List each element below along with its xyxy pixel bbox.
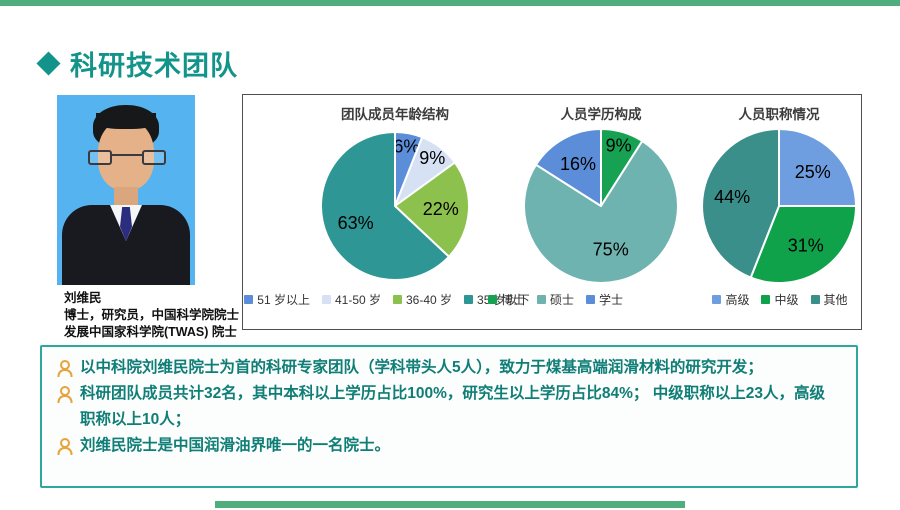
diamond-icon — [36, 50, 61, 76]
legend-item: 高级 — [712, 291, 749, 308]
pie-rank: 25% 31% 44% — [701, 128, 857, 284]
profile-title-line-1: 博士，研究员，中国科学院院士 — [64, 308, 240, 322]
bottom-accent-bar — [215, 501, 685, 508]
note-row: 科研团队成员共计32名，其中本科以上学历占比100%，研究生以上学历占比84%；… — [56, 381, 840, 433]
legend-label: 36-40 岁 — [406, 293, 453, 307]
page-title-row: 科研技术团队 — [36, 44, 238, 82]
pie-slice-label: 75% — [593, 240, 629, 260]
legend-swatch-icon — [536, 295, 546, 304]
pie-slice — [394, 161, 471, 258]
legend-label: 51 岁以上 — [257, 293, 310, 307]
person-tie — [120, 207, 132, 241]
legend-swatch-icon — [586, 295, 595, 304]
legend-label: 中级 — [774, 293, 799, 307]
charts-panel: 团队成员年龄结构 人员学历构成 人员职称情况 6% 9% 22% 63% 9% 75% 1… — [242, 94, 862, 330]
legend-item: 51 岁以上 — [244, 291, 310, 308]
legend-label: 其他 — [823, 293, 848, 307]
pie-slice-label: 6% — [393, 136, 419, 156]
legend-swatch-icon — [810, 295, 820, 304]
legend-label: 硕士 — [549, 293, 574, 307]
page-title: 科研技术团队 — [70, 50, 238, 81]
legend-rank: 高级 中级 其他 — [705, 291, 855, 308]
legend-education: 博士 硕士 学士 — [473, 291, 638, 308]
glasses-right-lens — [142, 150, 166, 165]
legend-swatch-icon — [487, 295, 497, 304]
pie-slice-label: 25% — [795, 162, 831, 182]
legend-item: 学士 — [586, 291, 623, 308]
legend-item: 硕士 — [536, 291, 574, 308]
pie-slice — [778, 128, 857, 207]
pie-slice — [320, 131, 450, 281]
person-bullet-icon — [56, 360, 73, 378]
pie-age: 6%9% 22% 63% — [320, 131, 471, 281]
legend-swatch-icon — [393, 295, 402, 304]
profile-text: 刘维民 博士，研究员，中国科学院院士 发展中国家科学院(TWAS) 院士 — [64, 290, 239, 341]
legend-swatch-icon — [244, 295, 254, 304]
pie-slice-label: 9% — [419, 148, 445, 168]
notes-box: 以中科院刘维民院士为首的科研专家团队（学科带头人5人），致力于煤基高端润滑材料的… — [40, 345, 858, 488]
glasses-bridge — [110, 154, 142, 156]
legend-item: 36-40 岁 — [393, 291, 452, 308]
legend-label: 学士 — [599, 293, 624, 307]
legend-item: 中级 — [761, 291, 799, 308]
profile-title-line-2: 发展中国家科学院(TWAS) 院士 — [64, 325, 237, 339]
pie-slice-label: 44% — [714, 187, 750, 207]
note-text: 以中科院刘维民院士为首的科研专家团队（学科带头人5人），致力于煤基高端润滑材料的… — [80, 359, 763, 376]
legend-label: 41-50 岁 — [334, 293, 381, 307]
pie-slice — [535, 128, 602, 207]
pie-slice-label: 22% — [423, 199, 459, 219]
chart-title-rank: 人员职称情况 — [738, 107, 820, 122]
pie-slice-label: 63% — [338, 213, 374, 233]
legend-item: 41-50 岁 — [321, 291, 381, 308]
legend-swatch-icon — [712, 295, 722, 304]
legend-swatch-icon — [464, 295, 474, 304]
person-neck — [114, 187, 138, 209]
note-text: 刘维民院士是中国润滑油界唯一的一名院士。 — [80, 437, 391, 454]
person-fringe — [96, 113, 156, 129]
legend-label: 高级 — [725, 293, 750, 307]
legend-label: 博士 — [500, 293, 525, 307]
chart-title-education: 人员学历构成 — [560, 107, 642, 122]
pie-education: 9% 75% 16% — [522, 128, 679, 284]
pies-svg: 6%9%22%63% 9%75%16% 25%31%44% — [320, 128, 857, 284]
profile-name: 刘维民 — [64, 291, 102, 305]
legend-swatch-icon — [761, 295, 771, 304]
note-row: 刘维民院士是中国润滑油界唯一的一名院士。 — [56, 433, 840, 459]
person-bullet-icon — [56, 386, 73, 404]
profile-photo — [57, 95, 195, 285]
legend-item: 博士 — [487, 291, 525, 308]
pie-slice-label: 9% — [606, 135, 632, 155]
note-row: 以中科院刘维民院士为首的科研专家团队（学科带头人5人），致力于煤基高端润滑材料的… — [56, 355, 840, 381]
legend-item: 其他 — [810, 291, 848, 308]
pie-slice — [749, 205, 857, 284]
pie-slice — [701, 128, 780, 279]
pie-slice-label: 16% — [560, 154, 596, 174]
glasses-left-lens — [88, 150, 112, 165]
chart-title-age: 团队成员年龄结构 — [341, 107, 449, 122]
pie-slice-label: 31% — [788, 236, 824, 256]
pie-slice — [522, 140, 679, 284]
legend-age: 51 岁以上 41-50 岁 36-40 岁 35 岁以下 — [244, 291, 530, 308]
legend-swatch-icon — [321, 295, 331, 304]
note-text: 科研团队成员共计32名，其中本科以上学历占比100%，研究生以上学历占比84%；… — [80, 385, 825, 428]
person-bullet-icon — [56, 438, 73, 456]
top-accent-bar — [0, 0, 900, 6]
